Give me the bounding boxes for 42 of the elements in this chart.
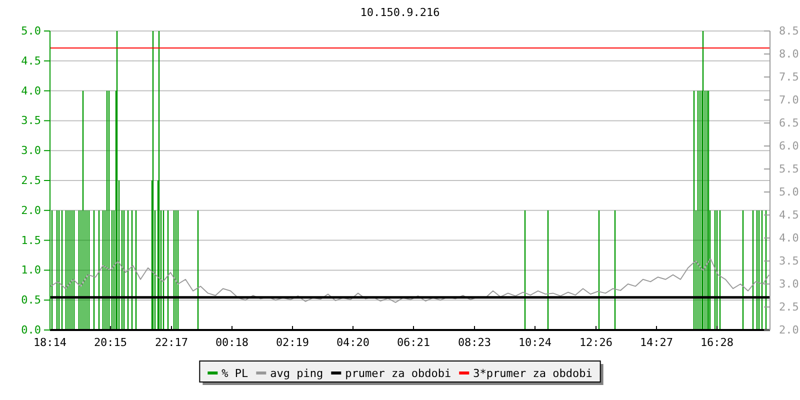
y2-tick-label: 3.0	[779, 278, 799, 291]
y2-tick-label: 5.0	[779, 186, 799, 199]
y2-tick-label: 3.5	[779, 254, 799, 268]
x-tick-label: 10:24	[518, 336, 552, 349]
x-tick-label: 18:14	[33, 336, 67, 349]
y-tick-label: 2.5	[21, 174, 41, 188]
y2-tick-label: 4.0	[779, 232, 799, 245]
y-tick-label: 3.5	[21, 114, 41, 128]
x-tick-label: 20:15	[94, 336, 128, 349]
x-tick-label: 06:21	[396, 336, 430, 349]
x-tick-label: 00:18	[215, 336, 249, 349]
y-tick-label: 1.5	[21, 234, 41, 247]
x-tick-label: 16:28	[700, 336, 734, 349]
legend-label: 3*prumer za obdobi	[473, 367, 592, 380]
y2-tick-label: 5.5	[779, 162, 799, 176]
x-tick-label: 14:27	[640, 336, 674, 349]
y-tick-label: 0.5	[21, 294, 41, 307]
chart-title: 10.150.9.216	[360, 6, 440, 19]
y2-tick-label: 7.5	[779, 70, 799, 84]
y2-tick-label: 8.0	[779, 48, 799, 61]
y2-tick-label: 4.5	[779, 208, 799, 222]
x-tick-label: 12:26	[579, 336, 613, 349]
y-tick-label: 4.5	[21, 54, 41, 68]
y2-tick-label: 8.5	[779, 24, 799, 38]
y2-tick-label: 2.5	[779, 300, 799, 314]
y-tick-label: 5.0	[21, 24, 41, 38]
y2-tick-label: 6.0	[779, 140, 799, 153]
y2-tick-label: 2.0	[779, 324, 799, 337]
legend-label: avg ping	[270, 367, 324, 380]
x-tick-label: 08:23	[458, 336, 492, 349]
y-tick-label: 0.0	[21, 324, 41, 337]
x-tick-label: 02:19	[276, 336, 310, 349]
y-tick-label: 2.0	[21, 204, 41, 217]
x-tick-label: 22:17	[154, 336, 188, 349]
x-tick-label: 04:20	[336, 336, 370, 349]
y-tick-label: 4.0	[21, 84, 41, 98]
legend-label: % PL	[222, 367, 249, 380]
y2-tick-label: 7.0	[779, 94, 799, 107]
y-tick-label: 3.0	[21, 144, 41, 158]
y2-tick-label: 6.5	[779, 116, 799, 130]
legend-label: prumer za obdobi	[345, 367, 452, 380]
y-tick-label: 1.0	[21, 264, 41, 277]
